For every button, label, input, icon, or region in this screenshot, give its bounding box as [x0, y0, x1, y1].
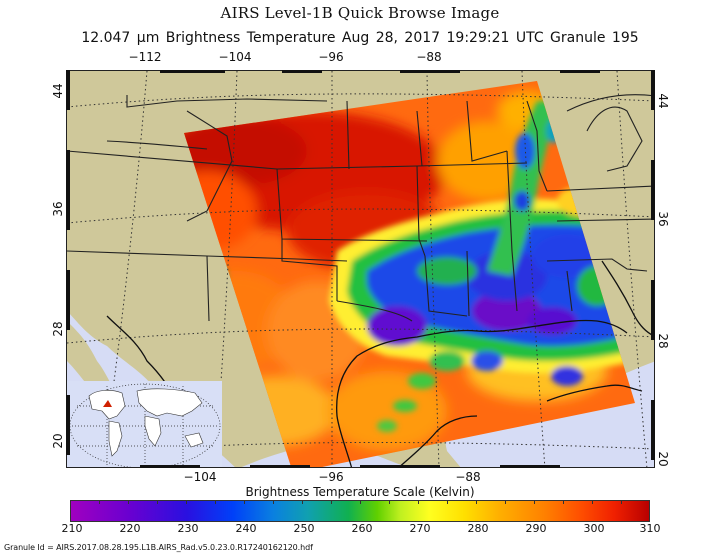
lon-tick-top: −104 [218, 50, 252, 64]
frame-tick [400, 70, 460, 73]
colorbar-tick-mark [186, 500, 187, 504]
frame-tick [160, 70, 225, 73]
frame-tick [140, 465, 200, 468]
colorbar-tick-mark [418, 500, 419, 504]
colorbar-tick-mark [389, 500, 390, 504]
frame-tick [651, 70, 655, 110]
lat-tick-left: 20 [51, 433, 65, 449]
lon-tick-top: −88 [416, 50, 442, 64]
lon-tick-bottom: −104 [183, 470, 217, 484]
lat-tick-left: 28 [51, 321, 65, 337]
frame-tick [250, 465, 310, 468]
frame-tick [651, 160, 655, 220]
swath-location-marker [103, 400, 112, 407]
frame-tick [500, 465, 560, 468]
frame-tick [66, 395, 70, 455]
colorbar-tick-label: 290 [525, 522, 547, 535]
colorbar-tick-mark [360, 500, 361, 504]
colorbar-tick-label: 280 [467, 522, 489, 535]
locator-inset [67, 381, 222, 467]
lon-tick-top: −112 [128, 50, 162, 64]
lon-tick-top: −96 [318, 50, 344, 64]
colorbar-tick-mark [331, 500, 332, 504]
colorbar-tick-label: 310 [639, 522, 661, 535]
frame-tick [66, 150, 70, 230]
frame-tick [360, 465, 440, 468]
frame-tick [282, 70, 322, 73]
colorbar-tick-label: 210 [61, 522, 83, 535]
lat-tick-right: 44 [656, 93, 670, 109]
colorbar-tick-mark [476, 500, 477, 504]
granule-id: Granule Id = AIRS.2017.08.28.195.L1B.AIR… [4, 543, 313, 552]
colorbar-tick-mark [563, 500, 564, 504]
colorbar-tick-label: 220 [119, 522, 141, 535]
lat-tick-right: 20 [656, 451, 670, 467]
colorbar-tick-mark [621, 500, 622, 504]
frame-tick [66, 70, 70, 110]
lat-tick-right: 36 [656, 211, 670, 227]
lon-tick-bottom: −96 [318, 470, 344, 484]
colorbar-title: Brightness Temperature Scale (Kelvin) [245, 485, 475, 499]
colorbar-tick-mark [592, 500, 593, 504]
colorbar-tick-mark [505, 500, 506, 504]
lat-tick-right: 28 [656, 333, 670, 349]
colorbar-tick-label: 240 [235, 522, 257, 535]
chart-title: AIRS Level-1B Quick Browse Image [220, 4, 500, 22]
colorbar-tick-mark [215, 500, 216, 504]
colorbar-tick-mark [534, 500, 535, 504]
frame-tick [560, 70, 600, 73]
frame-tick [651, 400, 655, 460]
lat-tick-left: 44 [51, 83, 65, 99]
colorbar-tick-mark [302, 500, 303, 504]
frame-tick [651, 280, 655, 340]
colorbar-tick-label: 230 [177, 522, 199, 535]
colorbar-tick-mark [273, 500, 274, 504]
map-plot-area [66, 70, 655, 468]
colorbar-tick-label: 270 [409, 522, 431, 535]
brightness-temperature-map [67, 71, 654, 467]
colorbar-tick-mark [157, 500, 158, 504]
lat-tick-left: 36 [51, 201, 65, 217]
colorbar-tick-mark [447, 500, 448, 504]
colorbar-tick-mark [128, 500, 129, 504]
chart-subtitle: 12.047 μm Brightness Temperature Aug 28,… [81, 30, 639, 46]
colorbar-tick-label: 300 [583, 522, 605, 535]
colorbar-tick-label: 260 [351, 522, 373, 535]
colorbar-tick-label: 250 [293, 522, 315, 535]
frame-tick [66, 270, 70, 330]
colorbar-tick-mark [99, 500, 100, 504]
lon-tick-bottom: −88 [455, 470, 481, 484]
colorbar-tick-mark [244, 500, 245, 504]
